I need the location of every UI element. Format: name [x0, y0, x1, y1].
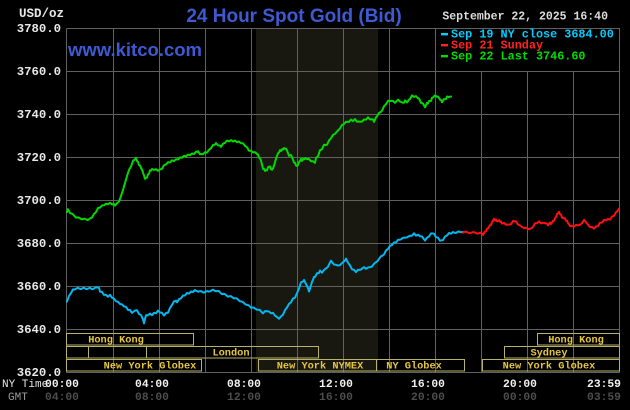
svg-text:08:00: 08:00	[135, 392, 169, 404]
svg-text:Hong Kong: Hong Kong	[548, 335, 604, 347]
svg-text:3720.0: 3720.0	[17, 151, 61, 165]
svg-text:08:00: 08:00	[227, 379, 261, 391]
svg-text:12:00: 12:00	[319, 379, 353, 391]
svg-text:Sydney: Sydney	[530, 348, 567, 360]
svg-text:04:00: 04:00	[135, 379, 169, 391]
svg-text:3780.0: 3780.0	[17, 22, 61, 36]
svg-text:GMT: GMT	[8, 392, 28, 404]
svg-text:3640.0: 3640.0	[17, 323, 61, 337]
svg-text:20:00: 20:00	[503, 379, 537, 391]
svg-text:New York Globex: New York Globex	[104, 361, 197, 373]
svg-text:3740.0: 3740.0	[17, 108, 61, 122]
svg-text:Sep 21 Sunday: Sep 21 Sunday	[451, 39, 543, 53]
svg-text:NY Globex: NY Globex	[386, 361, 442, 373]
svg-text:New York Globex: New York Globex	[503, 361, 596, 373]
svg-text:NY Time: NY Time	[2, 379, 48, 391]
svg-text:00:00: 00:00	[503, 392, 537, 404]
svg-text:00:00: 00:00	[45, 379, 79, 391]
svg-text:16:00: 16:00	[411, 379, 445, 391]
svg-text:04:00: 04:00	[45, 392, 79, 404]
svg-text:3660.0: 3660.0	[17, 280, 61, 294]
svg-text:20:00: 20:00	[411, 392, 445, 404]
svg-text:12:00: 12:00	[227, 392, 261, 404]
svg-text:3700.0: 3700.0	[17, 194, 61, 208]
svg-text:Sep 19 NY close 3684.00: Sep 19 NY close 3684.00	[451, 28, 614, 42]
svg-text:New York NYMEX: New York NYMEX	[277, 361, 364, 373]
svg-text:23:59: 23:59	[587, 379, 621, 391]
svg-text:3680.0: 3680.0	[17, 237, 61, 251]
svg-text:Hong Kong: Hong Kong	[88, 335, 144, 347]
svg-text:24 Hour Spot Gold (Bid): 24 Hour Spot Gold (Bid)	[186, 6, 401, 27]
svg-text:03:59: 03:59	[587, 392, 621, 404]
svg-text:16:00: 16:00	[319, 392, 353, 404]
svg-text:www.kitco.com: www.kitco.com	[67, 39, 202, 60]
svg-text:London: London	[212, 348, 249, 360]
svg-text:September 22, 2025 16:40: September 22, 2025 16:40	[442, 11, 608, 24]
svg-text:3620.0: 3620.0	[17, 366, 61, 380]
svg-text:USD/oz: USD/oz	[19, 7, 64, 21]
svg-text:3760.0: 3760.0	[17, 65, 61, 79]
svg-text:Sep 22 Last 3746.60: Sep 22 Last 3746.60	[451, 50, 586, 64]
